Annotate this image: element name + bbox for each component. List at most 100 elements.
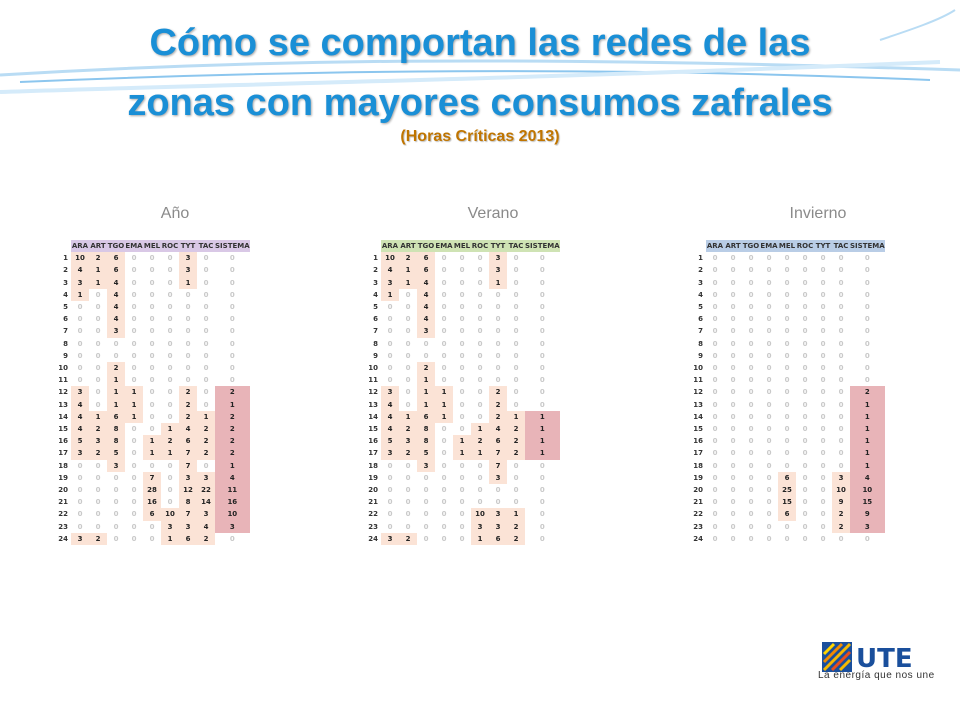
table-cell: 0 — [203, 278, 209, 287]
table-cell: 0 — [167, 266, 173, 275]
table-cell: 0 — [185, 290, 191, 299]
hour-label: 22 — [58, 510, 68, 519]
table-cell: 1 — [381, 288, 399, 302]
table-cell: 28 — [143, 484, 161, 497]
page-title-line1: Cómo se comportan las redes de las — [149, 22, 811, 64]
table-cell: 0 — [513, 376, 519, 385]
table-cell: 0 — [441, 473, 447, 482]
table-cell: 1 — [435, 410, 453, 424]
table-cell: 0 — [441, 534, 447, 543]
table-cell: 1 — [107, 398, 125, 411]
table-cell: 1 — [89, 276, 107, 289]
table-cell: 6 — [417, 252, 435, 265]
table-cell: 3 — [489, 471, 507, 485]
table-cell: 6 — [489, 532, 507, 546]
table-cell: 2 — [197, 423, 215, 436]
hour-label: 15 — [58, 425, 68, 434]
table-cell: 2 — [161, 435, 179, 448]
table-row: 14 4 1 6 1 0 0 2 1 1 — [362, 410, 560, 424]
table-cell: 0 — [477, 486, 483, 495]
table-cell: 0 — [167, 339, 173, 348]
table-cell: 0 — [712, 449, 718, 458]
hour-label: 22 — [368, 510, 378, 519]
column-header-ema: EMA — [435, 240, 453, 253]
table-cell: 0 — [820, 351, 826, 360]
table-cell: 0 — [539, 376, 545, 385]
hour-label: 23 — [368, 522, 378, 531]
table-cell: 9 — [850, 508, 885, 521]
hour-label: 15 — [368, 425, 378, 434]
table-cell: 0 — [149, 254, 155, 263]
table-cell: 0 — [513, 486, 519, 495]
table-cell: 0 — [784, 388, 790, 397]
table-cell: 6 — [778, 471, 796, 485]
table-cell: 0 — [864, 290, 870, 299]
table-cell: 0 — [748, 327, 754, 336]
table-cell: 0 — [423, 473, 429, 482]
table-cell: 0 — [203, 339, 209, 348]
table-cell: 4 — [417, 313, 435, 326]
table-cell: 0 — [730, 303, 736, 312]
table-row: 15 4 2 8 0 0 1 4 2 1 — [362, 423, 560, 436]
table-cell: 3 — [71, 532, 89, 546]
table-cell: 4 — [381, 264, 399, 277]
table-cell: 2 — [89, 423, 107, 436]
table-cell: 0 — [387, 315, 393, 324]
table-cell: 0 — [820, 327, 826, 336]
table-cell: 0 — [441, 425, 447, 434]
table-cell: 0 — [712, 437, 718, 446]
table-cell: 0 — [748, 461, 754, 470]
table-cell: 0 — [730, 339, 736, 348]
table-cell: 0 — [820, 315, 826, 324]
table-cell: 0 — [95, 400, 101, 409]
table-cell: 0 — [459, 388, 465, 397]
table-cell: 2 — [399, 423, 417, 436]
table-cell: 0 — [149, 388, 155, 397]
table-cell: 2 — [399, 252, 417, 265]
table-row: 1 10 2 6 0 0 0 3 0 0 — [52, 252, 250, 265]
hour-label: 17 — [58, 449, 68, 458]
table-cell: 1 — [435, 386, 453, 399]
table-cell: 0 — [95, 290, 101, 299]
table-cell: 0 — [441, 290, 447, 299]
table-cell: 0 — [712, 534, 718, 543]
table-cell: 0 — [712, 461, 718, 470]
table-cell: 0 — [423, 534, 429, 543]
hour-label: 8 — [373, 339, 378, 348]
hour-label: 4 — [373, 290, 378, 299]
table-cell: 0 — [113, 473, 119, 482]
table-cell: 0 — [405, 351, 411, 360]
table-cell: 0 — [730, 437, 736, 446]
table-cell: 0 — [766, 388, 772, 397]
table-cell: 0 — [167, 303, 173, 312]
table-cell: 0 — [229, 290, 235, 299]
table-cell: 0 — [802, 364, 808, 373]
table-cell: 0 — [131, 449, 137, 458]
table-cell: 2 — [215, 447, 250, 460]
table-cell: 0 — [838, 315, 844, 324]
table-cell: 0 — [513, 278, 519, 287]
table-cell: 0 — [766, 400, 772, 409]
table-cell: 3 — [381, 447, 399, 460]
table-row: 17 3 2 5 0 1 1 7 2 2 — [52, 447, 250, 460]
table-cell: 0 — [730, 522, 736, 531]
table-cell: 0 — [203, 303, 209, 312]
table-cell: 0 — [77, 315, 83, 324]
table-cell: 22 — [197, 484, 215, 497]
column-header-tgo: TGO — [417, 240, 435, 253]
table-cell: 0 — [712, 327, 718, 336]
table-row: 13 0 0 0 0 0 0 0 0 1 — [687, 398, 885, 411]
table-cell: 0 — [838, 461, 844, 470]
table-cell: 8 — [417, 435, 435, 448]
table-cell: 4 — [107, 313, 125, 326]
table-cell: 2 — [489, 398, 507, 411]
table-cell: 0 — [131, 278, 137, 287]
column-header-ara: ARA — [706, 240, 724, 253]
hour-label: 24 — [368, 534, 378, 543]
table-cell: 3 — [197, 508, 215, 521]
